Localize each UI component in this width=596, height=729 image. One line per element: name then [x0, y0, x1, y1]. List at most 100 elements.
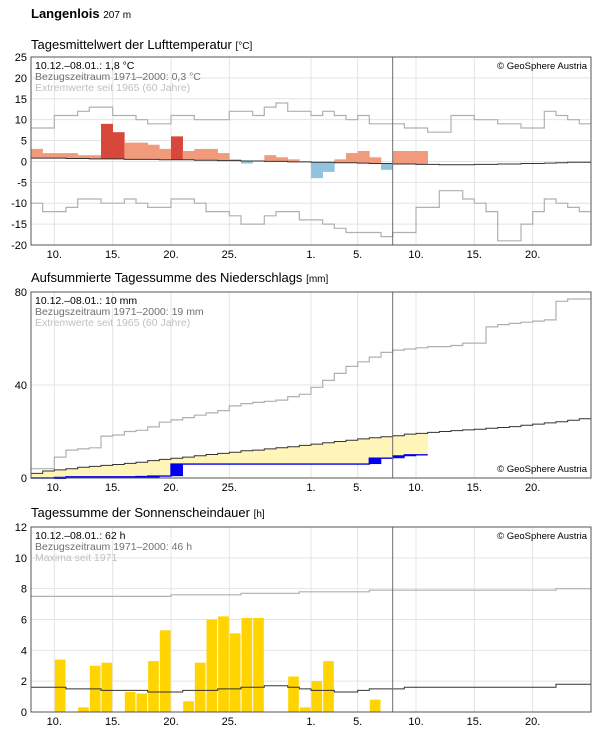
precipitation-deficit-area: [194, 455, 207, 465]
temperature-bar: [42, 153, 55, 159]
precipitation-deficit-area: [276, 447, 288, 465]
y-tick-label: 12: [15, 522, 27, 534]
sunshine-bar: [54, 659, 66, 712]
sunshine-title: Tagessumme der Sonnenscheindauer [h]: [31, 505, 265, 520]
temperature-bar: [124, 142, 137, 160]
x-tick-label: 20.: [163, 249, 178, 261]
temperature-normal-line: [31, 157, 591, 166]
temperature-bar: [357, 151, 370, 164]
y-tick-label: 15: [15, 94, 27, 106]
temperature-bar: [276, 157, 288, 162]
y-tick-label: -5: [17, 177, 27, 189]
sunshine-bar: [136, 693, 148, 712]
x-tick-label: 20.: [525, 482, 540, 494]
precipitation-deficit-area: [124, 463, 137, 477]
legend-entry: 10.12.–08.01.: 1,8 °C: [35, 60, 135, 72]
temperature-bar: [334, 159, 347, 163]
temperature-bar: [54, 153, 67, 159]
legend-entry: Extremwerte seit 1965 (60 Jahre): [35, 82, 190, 94]
precipitation-deficit-area: [89, 466, 102, 477]
x-tick-label: 15.: [467, 716, 482, 728]
precipitation-deficit-area: [54, 469, 67, 478]
precipitation-deficit-area: [101, 465, 113, 477]
temperature-bar: [392, 151, 405, 164]
precipitation-deficit-area: [136, 462, 148, 477]
y-tick-label: 0: [21, 473, 27, 485]
sunshine-max-line: [31, 588, 591, 597]
x-tick-label: 10.: [47, 249, 62, 261]
x-tick-label: 20.: [525, 249, 540, 261]
x-tick-label: 15.: [467, 249, 482, 261]
precipitation-deficit-area: [299, 445, 312, 465]
temperature-bar: [136, 142, 148, 160]
precipitation-deficit-area: [171, 458, 183, 465]
station-name: Langenlois: [31, 6, 100, 21]
y-tick-label: 10: [15, 115, 27, 127]
precipitation-deficit-area: [159, 459, 172, 477]
precipitation-chart: 80 40 0 10. 15. 20. 25. 1. 5. 10. 15. 20. 10.12.–08.…: [15, 287, 592, 494]
precipitation-deficit-area: [322, 442, 335, 465]
x-tick-label: 20.: [163, 716, 178, 728]
temperature-bar: [159, 148, 172, 160]
precipitation-deficit-area: [392, 435, 405, 456]
temperature-bar: [311, 162, 323, 179]
sunshine-bar: [288, 676, 299, 712]
x-tick-label: 5.: [353, 482, 362, 494]
sunshine-bar: [206, 619, 218, 712]
temperature-bar: [381, 163, 393, 170]
x-tick-label: 10.: [408, 716, 423, 728]
x-tick-label: 20.: [163, 482, 178, 494]
y-tick-label: 10: [15, 553, 27, 565]
precipitation-deficit-area: [112, 464, 125, 477]
plot-frame: [30, 56, 592, 246]
precipitation-deficit-area: [346, 440, 358, 465]
x-tick-label: 5.: [353, 716, 362, 728]
precipitation-deficit-area: [369, 437, 382, 459]
plot-frame: [30, 291, 592, 479]
y-tick-label: 6: [21, 615, 27, 627]
precipitation-deficit-area: [42, 471, 55, 478]
x-tick-label: 5.: [353, 249, 362, 261]
temperature-bar: [229, 159, 242, 161]
temperature-bar: [217, 153, 230, 161]
precipitation-deficit-area: [357, 438, 370, 465]
y-tick-label: 20: [15, 73, 27, 85]
legend-entry: 10.12.–08.01.: 62 h: [35, 530, 126, 542]
x-tick-label: 1.: [306, 716, 315, 728]
precipitation-daily-bar: [369, 458, 382, 465]
station-header: Langenlois 207 m: [31, 6, 131, 21]
x-tick-label: 10.: [47, 716, 62, 728]
copyright-label: © GeoSphere Austria: [497, 464, 588, 475]
sunshine-bar: [218, 616, 229, 712]
precipitation-deficit-area: [381, 436, 393, 459]
y-tick-label: 2: [21, 676, 27, 688]
precipitation-daily-bar: [392, 455, 405, 459]
x-tick-label: 20.: [525, 716, 540, 728]
temperature-chart: 25 20 15 10 5 0 -5 -10 -15 -20 10. 15. 20. 25. 1. 5. 10.…: [11, 52, 592, 261]
temperature-bar: [77, 155, 90, 159]
x-tick-label: 1.: [306, 482, 315, 494]
legend-entry: Maxima seit 1971: [35, 552, 117, 564]
precipitation-daily-bar: [136, 476, 148, 479]
precipitation-deficit-area: [416, 433, 428, 455]
precipitation-deficit-area: [206, 454, 218, 465]
temperature-title-text: Tagesmittelwert der Lufttemperatur: [31, 37, 232, 52]
temperature-bar: [182, 151, 195, 160]
sunshine-bar: [323, 661, 334, 712]
y-tick-label: -15: [11, 219, 27, 231]
temperature-bar: [206, 148, 218, 161]
y-tick-label: 5: [21, 136, 27, 148]
sunshine-bar: [241, 617, 253, 712]
temperature-bar: [112, 132, 125, 159]
temperature-bar: [287, 159, 300, 162]
sunshine-bar: [159, 630, 171, 712]
precipitation-deficit-area: [287, 446, 300, 465]
precipitation-deficit-area: [241, 450, 253, 465]
precipitation-deficit-area: [404, 434, 417, 455]
temperature-bar: [66, 153, 78, 159]
temperature-bar: [171, 136, 183, 160]
precipitation-deficit-area: [252, 450, 265, 465]
x-tick-label: 25.: [222, 249, 237, 261]
precipitation-cumulative-line: [31, 454, 428, 479]
